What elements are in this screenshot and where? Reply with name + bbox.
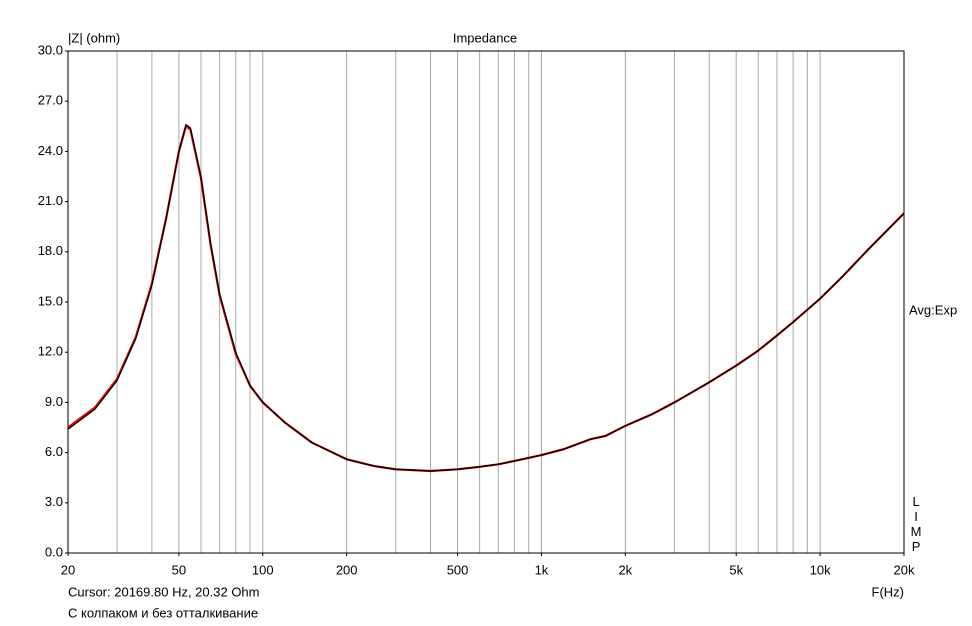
chart-title: Impedance [453, 30, 517, 45]
x-tick-label: 2k [618, 562, 632, 577]
brand-label: LIMP [909, 494, 924, 554]
y-tick-label: 6.0 [45, 444, 63, 459]
x-tick-label: 50 [172, 562, 186, 577]
y-tick-label: 15.0 [38, 293, 63, 308]
x-tick-label: 200 [336, 562, 358, 577]
y-tick-label: 18.0 [38, 243, 63, 258]
y-tick-label: 24.0 [38, 143, 63, 158]
impedance-line [67, 123, 905, 472]
x-tick-label: 100 [252, 562, 274, 577]
y-tick-label: 12.0 [38, 344, 63, 359]
cursor-label: Cursor: 20169.80 Hz, 20.32 Ohm [68, 584, 260, 599]
y-tick-label: 0.0 [45, 544, 63, 559]
x-tick-label: 5k [729, 562, 743, 577]
y-axis-label: |Z| (ohm) [68, 30, 120, 45]
x-tick-label: 10k [810, 562, 831, 577]
avg-label: Avg:Exp [909, 302, 957, 317]
y-tick-label: 30.0 [38, 42, 63, 57]
x-tick-label: 500 [447, 562, 469, 577]
x-tick-label: 20k [894, 562, 915, 577]
plot-frame [67, 50, 905, 554]
x-tick-label: 20 [61, 562, 75, 577]
x-tick-label: 1k [535, 562, 549, 577]
y-tick-label: 27.0 [38, 93, 63, 108]
y-tick-label: 9.0 [45, 394, 63, 409]
y-tick-label: 21.0 [38, 193, 63, 208]
caption: С колпаком и без отталкивание [68, 605, 258, 620]
x-axis-label: F(Hz) [872, 584, 905, 599]
y-tick-label: 3.0 [45, 494, 63, 509]
